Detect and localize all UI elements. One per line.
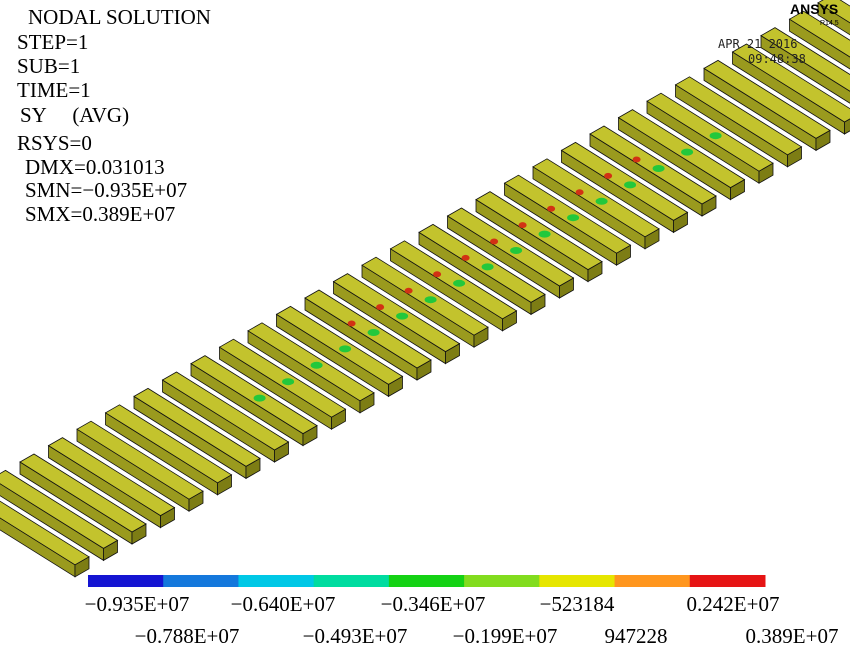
legend-label: −0.640E+07 [231,592,336,616]
date: APR 21 2016 [718,37,797,51]
stress-spot [575,189,584,196]
stress-spot [339,345,352,353]
legend-label: −0.199E+07 [453,624,558,648]
stress-spot [404,287,413,294]
stress-spot [604,172,613,179]
info-line: STEP=1 [17,30,88,54]
beam-top [76,420,204,500]
stress-spot [681,148,694,156]
legend-band [388,575,465,587]
legend-label: 0.242E+07 [687,592,780,616]
stress-spot [518,222,527,229]
legend-band [88,575,164,587]
beam-top [104,404,233,484]
legend-label: 0.389E+07 [746,624,839,648]
beam-top [788,10,850,58]
legend-band [464,575,540,587]
beam-top [19,453,147,533]
beam-top [674,76,803,156]
stress-spot [538,230,551,238]
stress-spot [424,296,437,304]
beam-top [361,256,489,336]
legend-label: 947228 [605,624,668,648]
stress-spot [709,132,722,140]
stress-spot [595,197,608,205]
stress-spot [624,181,637,189]
model-view [0,0,850,578]
beam-top [560,141,689,221]
beam-top [503,174,632,254]
beam-top [589,125,717,205]
beam-top [0,500,90,566]
legend-label: −0.493E+07 [303,624,408,648]
beam-top [731,43,850,123]
beam-top [47,437,176,517]
beam-top [646,92,774,172]
beam-top [617,109,746,189]
legend-band [614,575,691,587]
stress-spot [347,320,356,327]
stress-spot [461,254,470,261]
stress-spot [453,279,466,287]
beam-top [475,191,603,271]
beam-top [275,305,404,385]
stress-spot [310,361,323,369]
legend-band [313,575,390,587]
info-line: RSYS=0 [17,131,92,155]
beam-top [817,0,850,24]
info-line: SY (AVG) [20,103,129,127]
beam-top [418,223,546,303]
legend: −0.935E+07 −0.788E+07 −0.640E+07 −0.493E+07… [85,575,839,648]
legend-band [689,575,766,587]
info-line: SUB=1 [17,54,80,78]
logo: ANSYS [790,1,838,17]
stress-spot [396,312,409,320]
stress-spot [490,238,499,245]
legend-label: −0.935E+07 [85,592,190,616]
stress-spot [253,394,266,402]
release: R14.5 [820,20,839,27]
stress-spot [632,156,641,163]
stress-spot [433,271,442,278]
stress-spot [367,329,380,336]
legend-label: −0.788E+07 [135,624,240,648]
beam-end [844,118,850,135]
beam-top [0,469,119,549]
beam-top [218,338,347,418]
stress-spot [376,304,385,311]
beam-top [332,273,461,353]
info-line: SMX=0.389E+07 [25,202,175,226]
stress-spot [481,263,494,271]
beam-top [446,207,575,287]
beam-top [532,158,660,238]
time: 09:48:38 [748,52,806,66]
beam-top [703,59,831,139]
legend-band [163,575,239,587]
stress-spot [282,378,295,386]
stress-spot [567,214,580,222]
stress-spot [510,247,523,254]
beam-top [247,322,375,402]
legend-label: −0.346E+07 [381,592,486,616]
info-line: TIME=1 [17,78,91,102]
beam-top [304,289,432,369]
info-line: NODAL SOLUTION [28,5,211,29]
legend-band [238,575,315,587]
beam-side [789,18,850,70]
legend-band [539,575,616,587]
legend-label: −523184 [540,592,615,616]
stress-spot [547,205,556,212]
info-line: DMX=0.031013 [25,155,165,179]
beam-top [389,240,518,320]
beam-top [760,27,850,92]
stress-spot [652,165,665,172]
beam-side [817,2,850,36]
beam-top [161,371,290,451]
beam-top [190,355,318,435]
info-line: SMN=−0.935E+07 [25,178,187,202]
beam-top [133,387,261,467]
